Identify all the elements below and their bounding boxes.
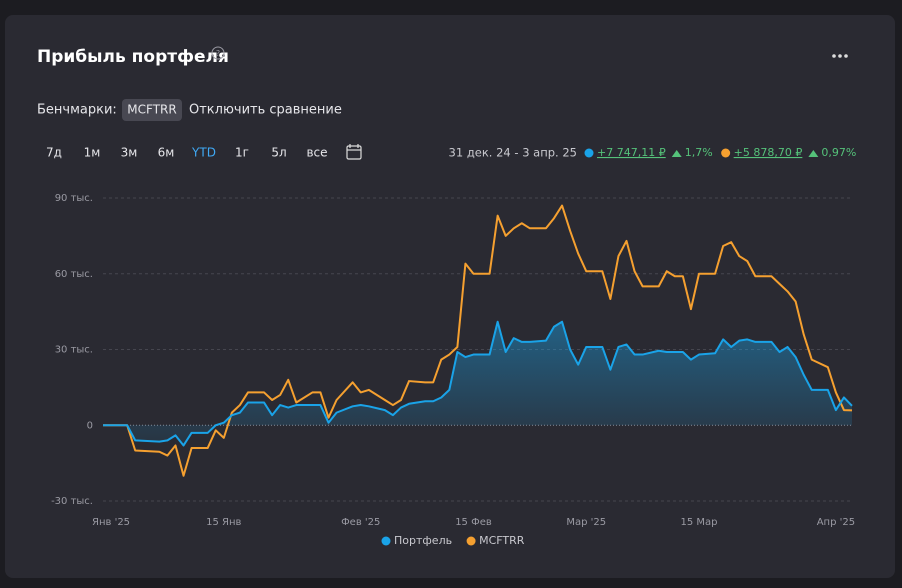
title: Прибыль портфеля — [37, 47, 229, 67]
x-tick-label: 15 Янв — [206, 517, 241, 528]
period-button[interactable]: 3м — [121, 146, 138, 160]
period-button[interactable]: 7д — [46, 146, 62, 160]
period-button[interactable]: 1м — [84, 146, 101, 160]
disable-compare[interactable]: Отключить сравнение — [189, 103, 342, 118]
summary-percent: 1,7% — [685, 146, 713, 159]
x-tick-label: 15 Мар — [680, 517, 717, 528]
summary-dot — [721, 148, 731, 158]
y-tick-label: 60 тыс. — [55, 269, 93, 280]
y-tick-label: -30 тыс. — [51, 496, 93, 507]
legend-dot[interactable] — [466, 536, 476, 546]
x-tick-label: Мар '25 — [566, 517, 606, 528]
period-button[interactable]: все — [306, 146, 327, 160]
period-button[interactable]: 6м — [158, 146, 175, 160]
legend-label[interactable]: Портфель — [394, 534, 452, 547]
x-tick-label: Фев '25 — [341, 517, 380, 528]
x-tick-label: Апр '25 — [817, 517, 855, 528]
series-line — [103, 204, 853, 477]
period-button[interactable]: YTD — [191, 146, 216, 160]
help-mark: ? — [216, 49, 220, 58]
period-button[interactable]: 5л — [271, 146, 286, 160]
legend-dot[interactable] — [381, 536, 391, 546]
summary-percent: 0,97% — [821, 146, 856, 159]
chip-label: MCFTRR — [127, 103, 176, 117]
summary-dot — [584, 148, 594, 158]
up-arrow — [671, 150, 682, 157]
y-tick-label: 30 тыс. — [55, 345, 93, 356]
chip[interactable] — [122, 99, 182, 121]
help-icon[interactable] — [211, 46, 225, 60]
period-button[interactable]: 1г — [235, 146, 249, 160]
series-line — [103, 320, 853, 447]
y-tick-label: 0 — [87, 420, 93, 431]
legend-label[interactable]: MCFTRR — [479, 534, 525, 547]
y-tick-label: 90 тыс. — [55, 193, 93, 204]
x-tick-label: Янв '25 — [92, 517, 130, 528]
x-tick-label: 15 Фев — [455, 517, 492, 528]
summary-amount: +7 747,11 ₽ — [597, 146, 666, 159]
date-range: 31 дек. 24 - 3 апр. 25 — [449, 146, 577, 160]
up-arrow — [808, 150, 819, 157]
benchmarks-label: Бенчмарки: — [37, 103, 117, 118]
summary-amount: +5 878,70 ₽ — [734, 146, 803, 159]
calendar[interactable] — [346, 144, 362, 160]
menu[interactable] — [832, 54, 848, 58]
card — [5, 15, 895, 578]
